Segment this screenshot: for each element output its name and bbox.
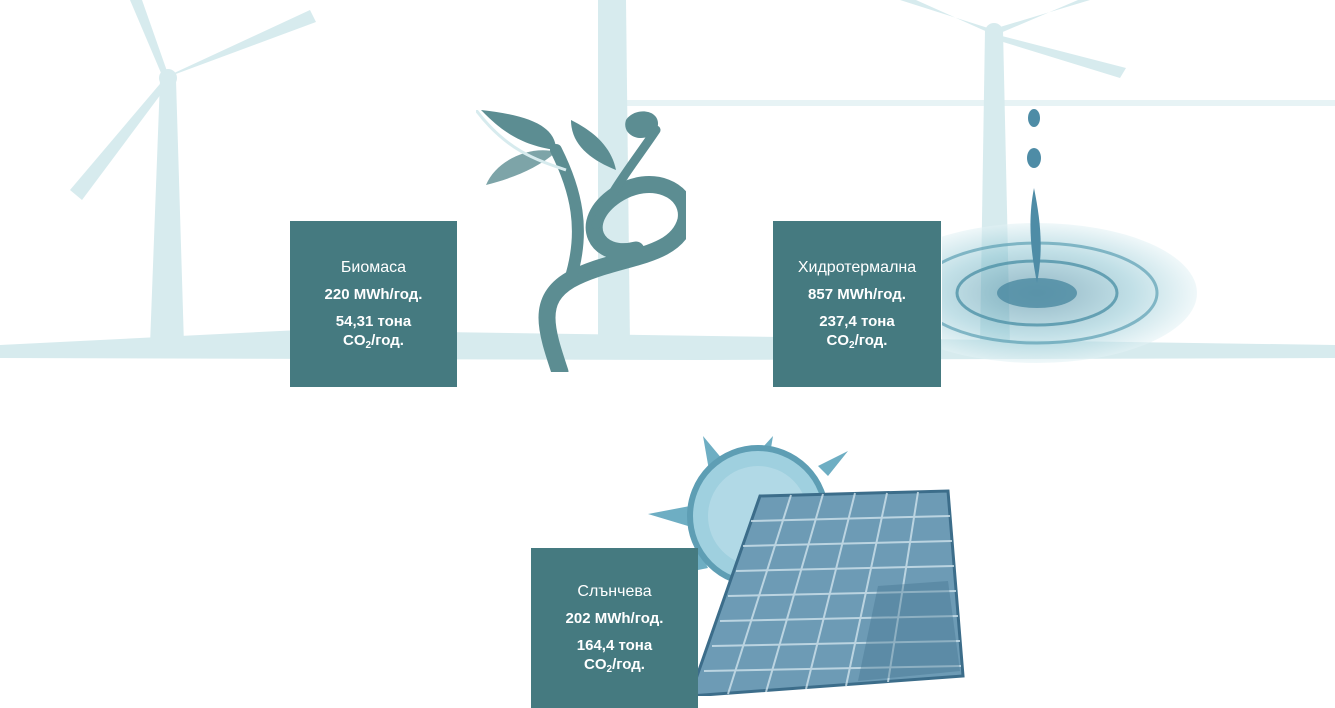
hydro-co2-suffix: /год.	[854, 332, 888, 349]
biomass-energy: 220 MWh/год.	[324, 286, 423, 303]
hydro-co2: 237,4 тона CO2/год.	[819, 312, 895, 351]
biomass-co2-sub: 2	[365, 340, 372, 351]
solar-co2-sub: 2	[606, 664, 613, 675]
biomass-co2-suffix: /год.	[371, 332, 404, 349]
solar-card: Слънчева 202 MWh/год. 164,4 тона CO2/год…	[531, 548, 698, 708]
wind-turbine-left-icon	[70, 0, 316, 345]
plant-sprout-icon	[476, 110, 686, 372]
biomass-co2-amount: 54,31 тона	[335, 313, 412, 330]
hydro-co2-prefix: CO	[826, 332, 850, 349]
solar-co2-amount: 164,4 тона	[576, 637, 653, 654]
biomass-co2: 54,31 тона CO2/год.	[335, 312, 412, 351]
hydro-card: Хидротермална 857 MWh/год. 237,4 тона CO…	[773, 221, 941, 387]
biomass-title: Биомаса	[340, 259, 407, 276]
solar-panel-icon	[648, 436, 965, 696]
hydro-co2-amount: 237,4 тона	[819, 313, 895, 330]
solar-energy: 202 MWh/год.	[565, 610, 664, 627]
hydro-title: Хидротермална	[797, 259, 917, 276]
solar-co2: 164,4 тона CO2/год.	[576, 636, 653, 675]
biomass-card: Биомаса 220 MWh/год. 54,31 тона CO2/год.	[290, 221, 457, 387]
hydro-energy: 857 MWh/год.	[808, 286, 906, 303]
solar-co2-suffix: /год.	[612, 656, 645, 673]
solar-co2-prefix: CO	[584, 656, 607, 673]
hydro-co2-sub: 2	[849, 340, 855, 351]
water-drop-icon	[942, 109, 1197, 363]
biomass-co2-prefix: CO	[343, 332, 366, 349]
solar-title: Слънчева	[577, 583, 652, 600]
